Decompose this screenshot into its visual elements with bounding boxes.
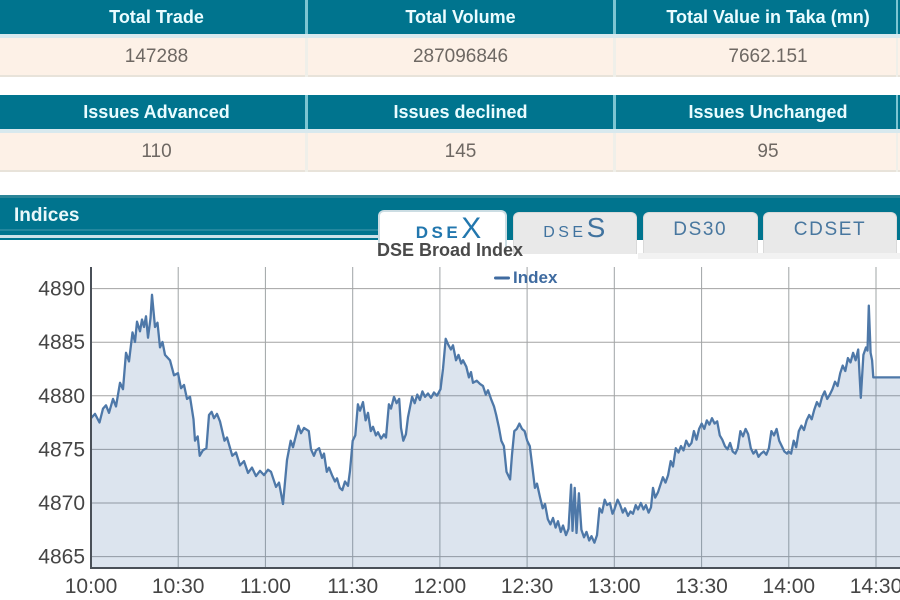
svg-text:13:00: 13:00 <box>588 575 641 598</box>
svg-text:Index: Index <box>513 268 558 287</box>
svg-text:4880: 4880 <box>38 385 85 408</box>
svg-text:4875: 4875 <box>38 438 85 461</box>
svg-text:4885: 4885 <box>38 331 85 354</box>
svg-text:10:00: 10:00 <box>65 575 118 598</box>
svg-text:11:00: 11:00 <box>240 575 291 598</box>
svg-text:12:30: 12:30 <box>501 575 554 598</box>
svg-text:4890: 4890 <box>38 278 85 301</box>
svg-text:12:00: 12:00 <box>414 575 467 598</box>
svg-text:11:30: 11:30 <box>327 575 378 598</box>
svg-text:4870: 4870 <box>38 492 85 515</box>
svg-text:10:30: 10:30 <box>152 575 205 598</box>
svg-text:4865: 4865 <box>38 546 85 569</box>
svg-text:14:00: 14:00 <box>763 575 816 598</box>
svg-text:14:30: 14:30 <box>850 575 900 598</box>
svg-text:13:30: 13:30 <box>675 575 728 598</box>
